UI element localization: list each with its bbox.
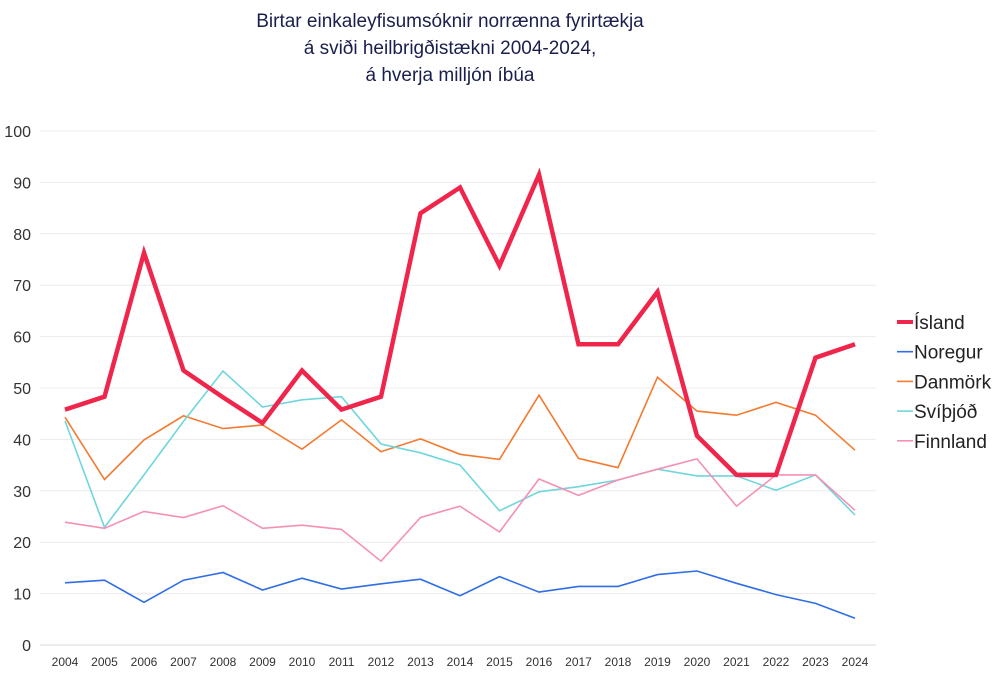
series-Ísland	[65, 175, 855, 475]
y-tick-label: 40	[13, 432, 31, 449]
legend-label: Ísland	[914, 313, 965, 334]
y-tick-label: 30	[13, 484, 31, 501]
y-tick-label: 100	[4, 124, 31, 141]
y-tick-label: 20	[13, 535, 31, 552]
legend-label: Finnland	[914, 432, 987, 453]
series-line	[65, 377, 855, 479]
x-tick-label: 2018	[605, 655, 632, 669]
legend: Ísland Noregur Danmörk Svíþjóð Finnland	[897, 313, 992, 453]
x-tick-label: 2011	[329, 655, 355, 669]
y-tick-label: 60	[13, 330, 31, 347]
x-tick-label: 2022	[763, 655, 790, 669]
series-Svíþjóð	[65, 371, 855, 527]
y-axis: 0 10 20 30 40 50 60 70 80 90 100	[4, 124, 31, 655]
x-tick-label: 2017	[565, 655, 592, 669]
x-tick-label: 2009	[249, 655, 276, 669]
x-tick-label: 2004	[52, 655, 79, 669]
x-tick-label: 2013	[407, 655, 434, 669]
y-tick-label: 90	[13, 175, 31, 192]
x-tick-label: 2008	[210, 655, 237, 669]
x-tick-label: 2021	[723, 655, 750, 669]
y-tick-label: 70	[13, 278, 31, 295]
series-line	[65, 571, 855, 618]
title-line-2: á sviði heilbrigðistækni 2004-2024,	[304, 38, 597, 59]
legend-label: Danmörk	[914, 372, 992, 393]
x-tick-label: 2023	[802, 655, 829, 669]
series-lines	[65, 175, 855, 619]
series-Danmörk	[65, 377, 855, 479]
x-tick-label: 2019	[644, 655, 671, 669]
title-line-1: Birtar einkaleyfisumsóknir norrænna fyri…	[256, 11, 644, 32]
y-tick-label: 50	[13, 381, 31, 398]
legend-item: Finnland	[897, 432, 987, 453]
y-tick-label: 10	[13, 587, 31, 604]
legend-label: Noregur	[914, 343, 983, 364]
x-tick-label: 2020	[684, 655, 711, 669]
y-tick-label: 0	[22, 638, 31, 655]
x-tick-label: 2006	[131, 655, 158, 669]
x-tick-label: 2014	[447, 655, 474, 669]
chart-title: Birtar einkaleyfisumsóknir norrænna fyri…	[256, 11, 644, 86]
x-tick-label: 2024	[842, 655, 869, 669]
legend-item: Danmörk	[897, 372, 992, 393]
series-line	[65, 371, 855, 527]
gridlines	[40, 131, 876, 645]
legend-label: Svíþjóð	[914, 402, 977, 423]
series-Noregur	[65, 571, 855, 618]
x-tick-label: 2010	[289, 655, 316, 669]
legend-item: Noregur	[897, 343, 983, 364]
x-tick-label: 2016	[526, 655, 553, 669]
y-tick-label: 80	[13, 227, 31, 244]
x-tick-label: 2012	[368, 655, 395, 669]
legend-item: Svíþjóð	[897, 402, 977, 423]
x-tick-label: 2007	[170, 655, 197, 669]
title-line-3: á hverja milljón íbúa	[366, 65, 535, 86]
x-tick-label: 2015	[486, 655, 513, 669]
x-tick-label: 2005	[91, 655, 118, 669]
x-axis: 2004 2005 2006 2007 2008 2009 2010 2011 2012 2013…	[52, 655, 869, 669]
legend-item: Ísland	[897, 313, 965, 334]
series-line	[65, 175, 855, 475]
